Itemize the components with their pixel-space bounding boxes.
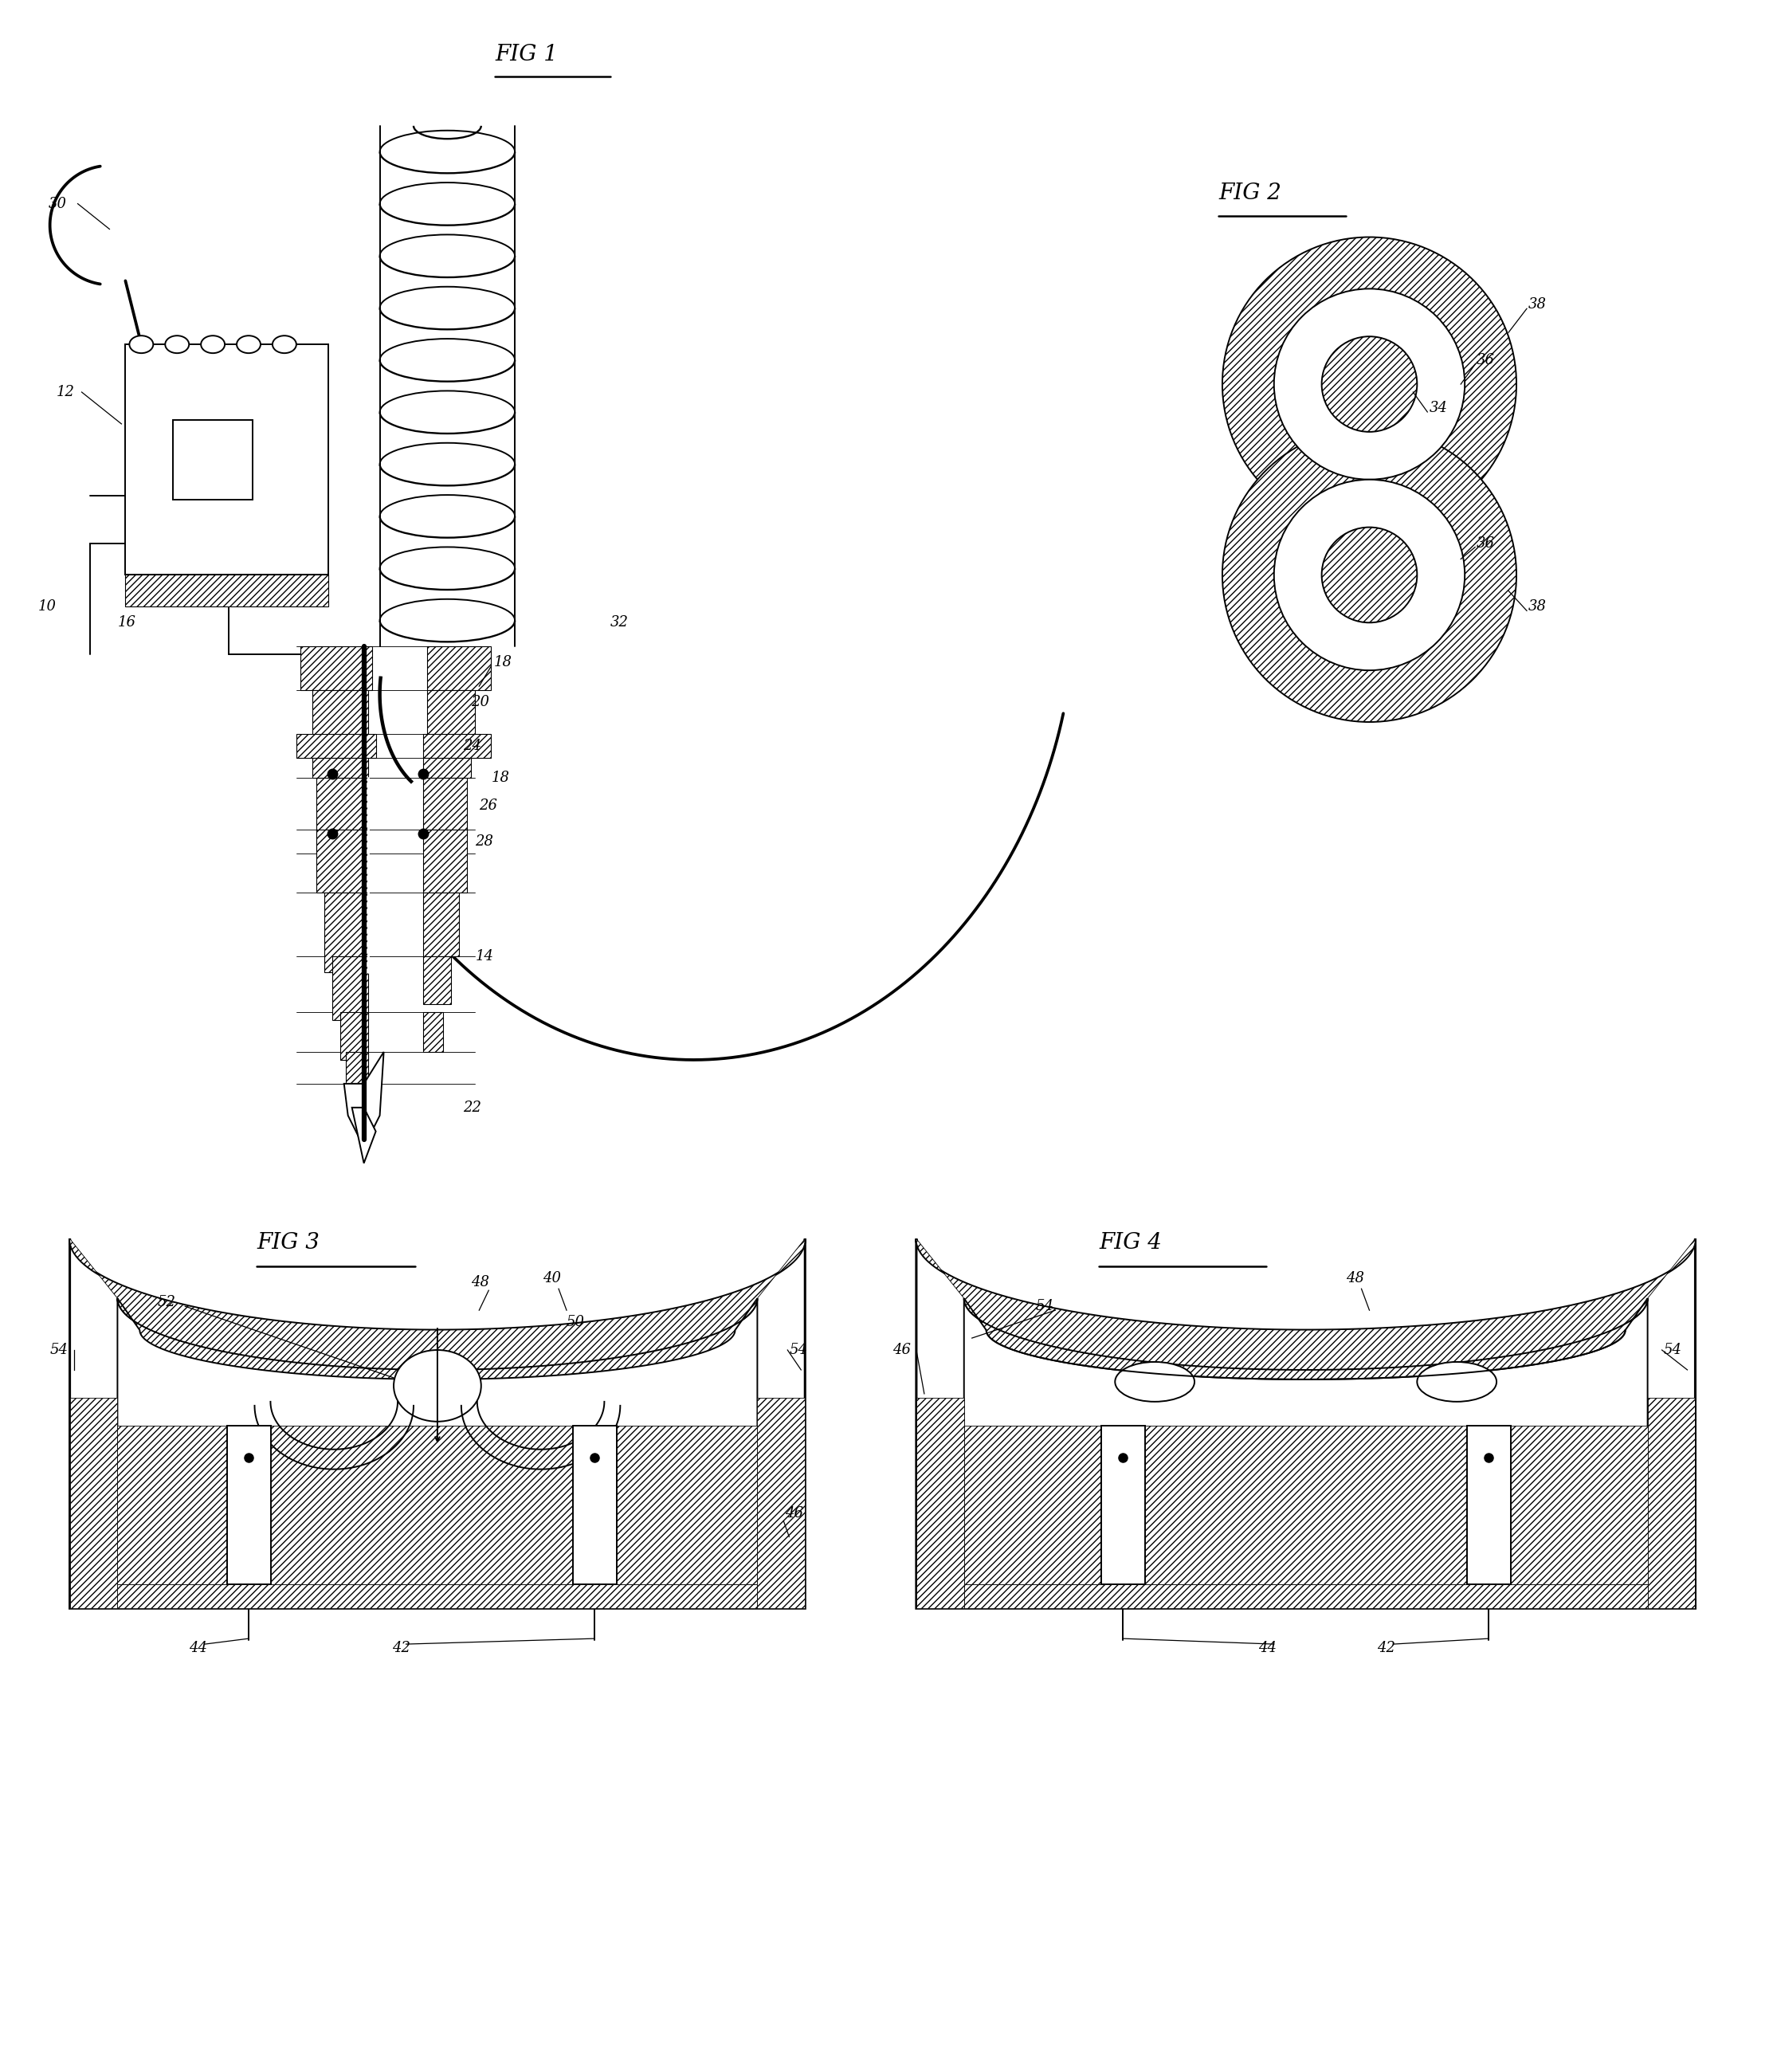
Bar [1647,1399,1695,1608]
Text: 30: 30 [48,197,67,211]
Text: FIG 2: FIG 2 [1218,182,1282,205]
Ellipse shape [238,336,261,352]
Text: 32: 32 [610,615,629,630]
Bar [300,646,372,690]
Polygon shape [69,1239,805,1370]
Polygon shape [917,1239,1695,1608]
Bar [126,574,328,607]
Text: 46: 46 [785,1506,803,1521]
Ellipse shape [1417,1361,1496,1401]
Ellipse shape [129,336,152,352]
Bar [316,777,367,854]
Text: 44: 44 [1259,1641,1277,1656]
Text: 52: 52 [158,1295,176,1310]
Polygon shape [344,1053,383,1148]
Bar [424,1011,443,1053]
Ellipse shape [200,336,225,352]
Text: 54: 54 [1663,1343,1683,1357]
Text: FIG 3: FIG 3 [257,1233,319,1254]
Bar [316,829,367,893]
Bar [424,758,472,777]
Text: 12: 12 [57,385,74,400]
Ellipse shape [165,336,190,352]
Text: 26: 26 [479,798,498,812]
Polygon shape [965,1299,1647,1380]
Bar [1466,1426,1511,1585]
Bar [1101,1426,1145,1585]
Circle shape [1222,429,1516,721]
Circle shape [1321,526,1417,622]
Text: 16: 16 [117,615,137,630]
Text: 36: 36 [1477,352,1495,367]
Bar [117,1426,227,1585]
Bar [573,1426,617,1585]
Text: 54: 54 [789,1343,807,1357]
Text: 18: 18 [493,655,512,669]
Polygon shape [69,1239,805,1608]
Text: 14: 14 [475,949,493,963]
Text: 48: 48 [1346,1272,1363,1285]
Text: 46: 46 [892,1343,911,1357]
Text: 36: 36 [1477,537,1495,551]
Bar [965,1426,1101,1585]
Bar [424,829,468,893]
Bar [1511,1426,1647,1585]
Bar [1144,1426,1466,1585]
Text: 42: 42 [1378,1641,1395,1656]
Bar [346,1053,367,1092]
Text: FIG 1: FIG 1 [495,44,558,64]
Bar [126,344,328,574]
Text: 38: 38 [1528,298,1546,311]
Bar [227,1426,271,1585]
Text: 48: 48 [472,1274,489,1289]
Ellipse shape [394,1351,480,1421]
Text: 54: 54 [50,1343,67,1357]
Bar [424,733,491,758]
Bar [340,1011,367,1061]
Bar [117,1585,757,1608]
Polygon shape [917,1239,1695,1370]
Bar [424,893,459,957]
Text: 22: 22 [463,1100,482,1115]
Bar [312,690,367,754]
Circle shape [1222,236,1516,530]
Bar [424,957,452,1005]
Text: 54: 54 [1035,1299,1053,1314]
Bar [427,646,491,690]
Bar [757,1399,805,1608]
Bar [965,1585,1647,1608]
Bar [332,957,367,1019]
Bar [427,690,475,738]
Bar [312,758,367,777]
Ellipse shape [1115,1361,1195,1401]
Ellipse shape [273,336,296,352]
Polygon shape [117,1299,757,1380]
Text: 24: 24 [463,740,482,752]
Bar [174,421,252,499]
Text: 44: 44 [190,1641,207,1656]
Text: 50: 50 [567,1316,585,1330]
Text: 18: 18 [491,771,509,785]
Text: 28: 28 [475,835,493,847]
Text: 34: 34 [1429,400,1447,414]
Text: 10: 10 [37,599,57,613]
Text: 20: 20 [472,694,489,709]
Bar [917,1399,965,1608]
Text: 38: 38 [1528,599,1546,613]
Polygon shape [117,1299,757,1585]
Text: 40: 40 [543,1272,560,1285]
Bar [296,733,376,758]
Bar [424,777,468,833]
Text: FIG 4: FIG 4 [1099,1233,1161,1254]
Polygon shape [965,1299,1647,1585]
Bar [615,1426,757,1585]
Bar [69,1399,117,1608]
Text: 42: 42 [392,1641,410,1656]
Circle shape [1275,288,1464,479]
Circle shape [1321,336,1417,431]
Circle shape [1275,479,1464,671]
Bar [324,893,367,972]
Bar [269,1426,573,1585]
Polygon shape [353,1109,376,1162]
